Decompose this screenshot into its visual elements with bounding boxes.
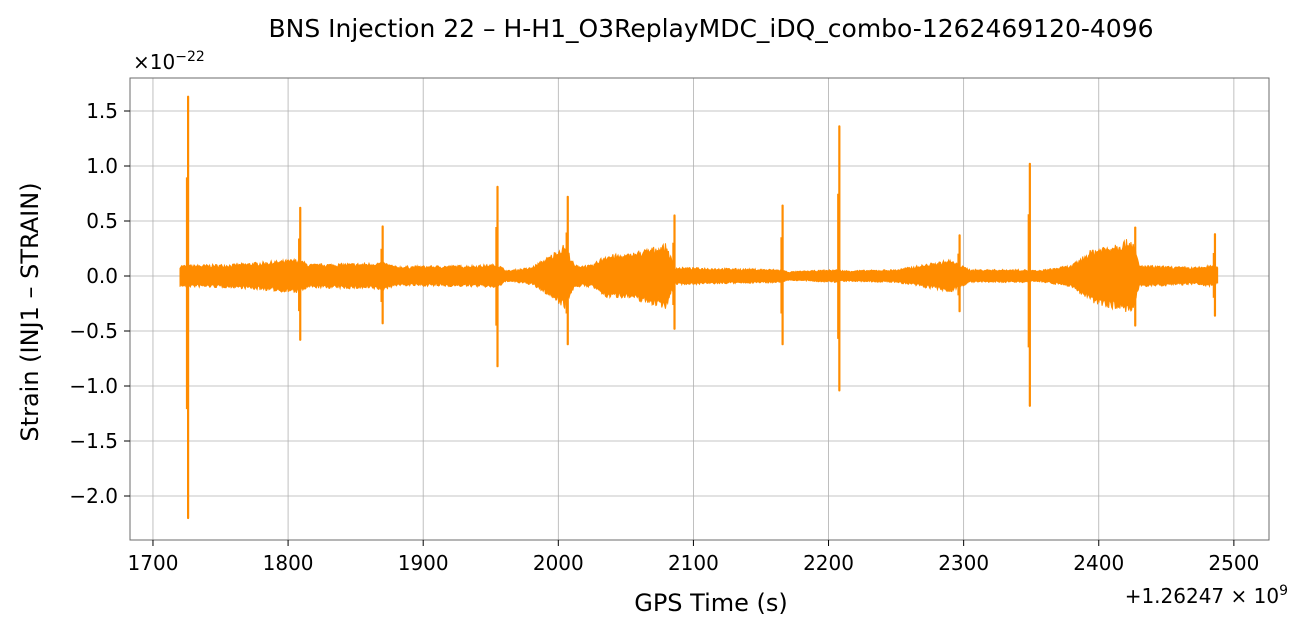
x-axis-title: GPS Time (s) bbox=[634, 589, 788, 617]
plot-area bbox=[179, 95, 1219, 520]
y-axis-title: Strain (INJ1 – STRAIN) bbox=[16, 182, 44, 441]
axes: 1700 1800 1900 2000 2100 2200 2300 2400 2500 1.5 1… bbox=[69, 99, 1259, 575]
x-tick-label: 1700 bbox=[128, 551, 179, 575]
y-tick-label: 0.0 bbox=[86, 264, 118, 288]
plot-frame bbox=[129, 77, 1270, 541]
y-tick-label: 1.0 bbox=[86, 154, 118, 178]
x-tick-label: 1900 bbox=[398, 551, 449, 575]
x-offset-label: +1.26247 × 109 bbox=[1125, 583, 1288, 608]
x-tick-label: 1800 bbox=[263, 551, 314, 575]
x-tick-label: 2100 bbox=[668, 551, 719, 575]
y-tick-label: −1.0 bbox=[69, 374, 118, 398]
x-tick-label: 2400 bbox=[1073, 551, 1124, 575]
y-tick-label: 1.5 bbox=[86, 99, 118, 123]
x-tick-label: 2200 bbox=[803, 551, 854, 575]
x-tick-label: 2000 bbox=[533, 551, 584, 575]
strain-noise-band bbox=[179, 239, 1219, 312]
y-scale-label: ×10−22 bbox=[133, 49, 205, 74]
chart-title: BNS Injection 22 – H-H1_O3ReplayMDC_iDQ_… bbox=[268, 14, 1153, 43]
x-tick-label: 2300 bbox=[938, 551, 989, 575]
y-tick-label: 0.5 bbox=[86, 209, 118, 233]
x-tick-label: 2500 bbox=[1208, 551, 1259, 575]
y-tick-label: −0.5 bbox=[69, 319, 118, 343]
y-tick-label: −1.5 bbox=[69, 429, 118, 453]
y-tick-label: −2.0 bbox=[69, 484, 118, 508]
